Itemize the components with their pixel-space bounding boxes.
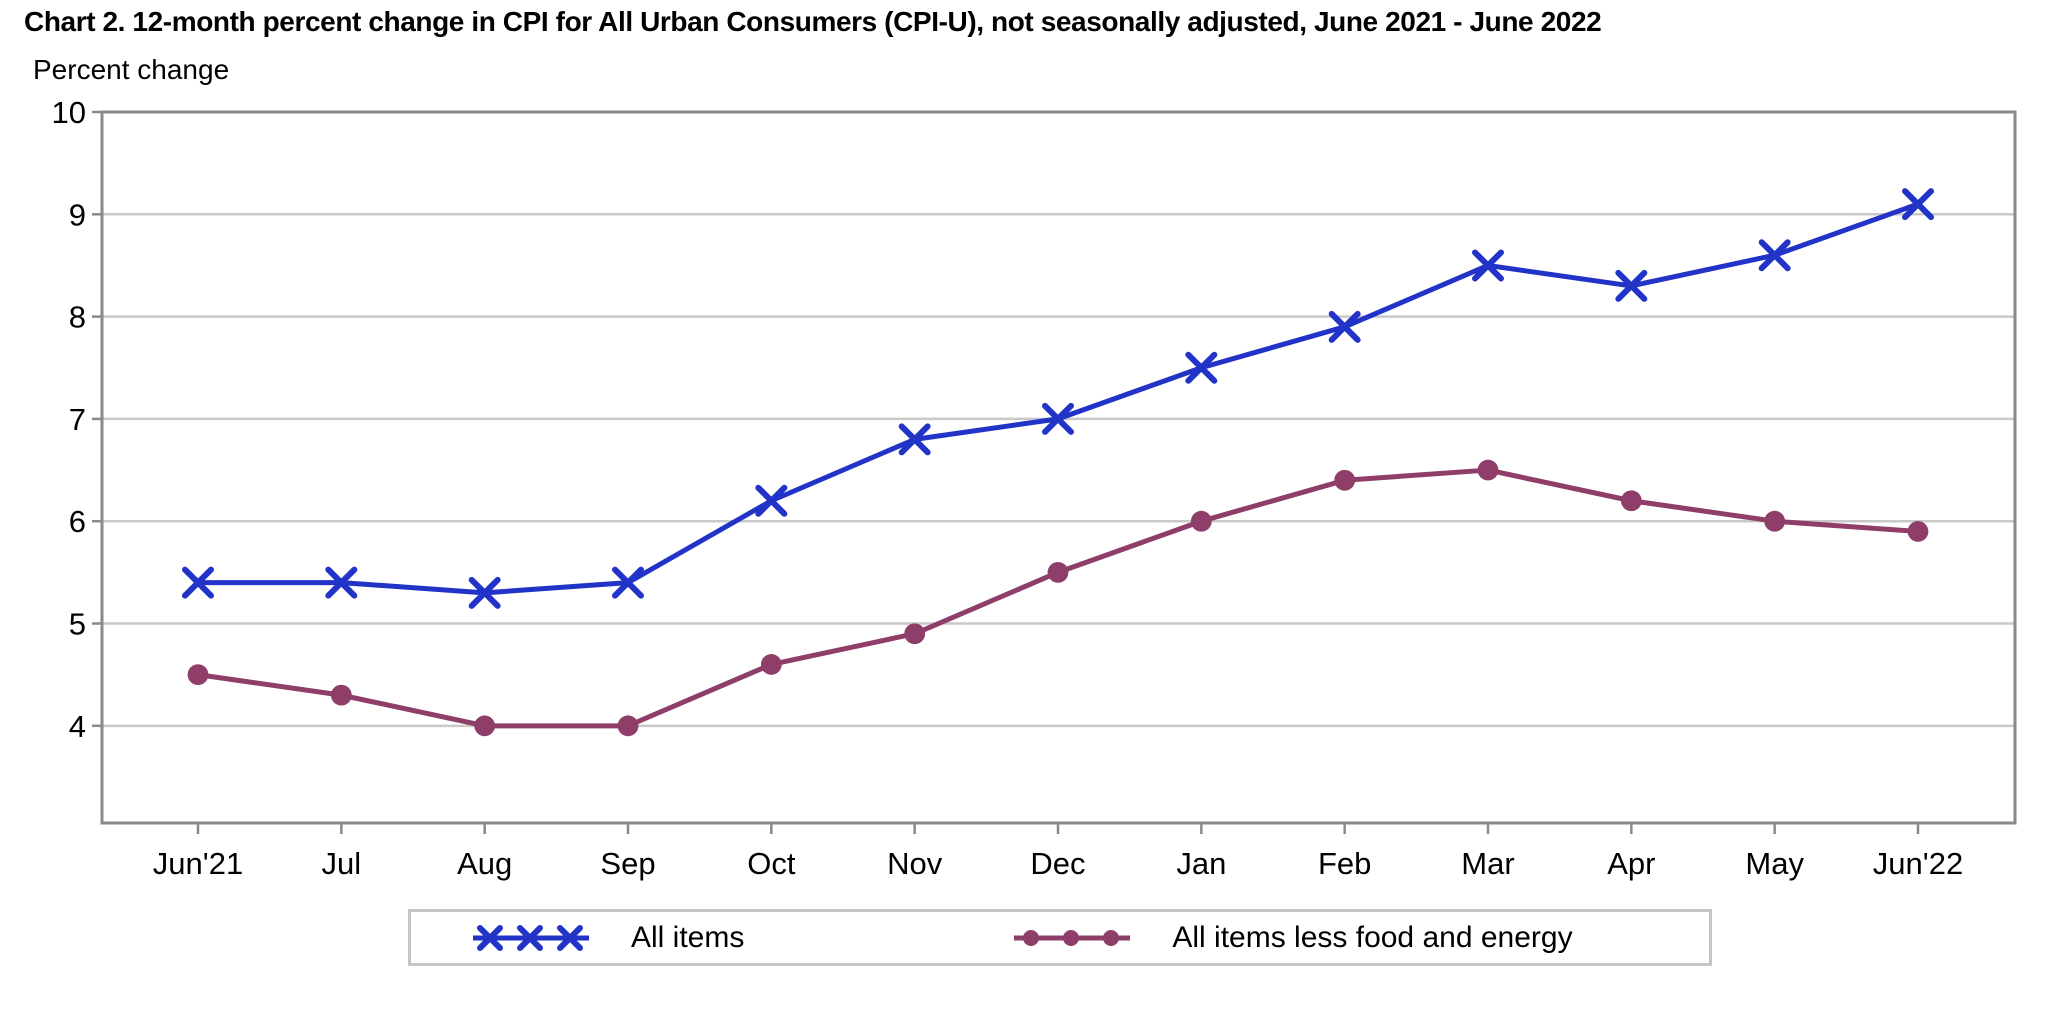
legend-sample-marker-0 (1023, 929, 1040, 946)
y-tick-label-7: 7 (69, 402, 86, 437)
series-1-marker-11 (1764, 510, 1786, 532)
legend: All items All items less food and energy (408, 909, 1712, 966)
legend-label-all-items: All items (631, 920, 745, 954)
x-tick-label-11: May (1745, 846, 1804, 881)
y-tick-label-5: 5 (69, 607, 86, 642)
x-tick-label-9: Mar (1461, 846, 1514, 881)
y-axis-unit-label: Percent change (33, 54, 230, 85)
series-1-marker-10 (1620, 490, 1642, 512)
series-line-0 (198, 201, 1919, 596)
legend-label-core: All items less food and energy (1172, 920, 1573, 954)
chart-title: Chart 2. 12-month percent change in CPI … (24, 6, 1602, 37)
series-0-marker-6 (1042, 402, 1074, 435)
legend-entry-all-items: All items (471, 916, 744, 960)
x-tick-label-1: Jul (322, 846, 362, 881)
y-tick-label-9: 9 (69, 197, 86, 232)
x-tick-label-4: Oct (747, 846, 796, 881)
legend-sample-marker-1 (517, 924, 543, 951)
series-0-marker-1 (325, 566, 358, 599)
plot-border (100, 110, 2017, 825)
series-0-marker-12 (1902, 188, 1934, 221)
all-items-line-sample (473, 924, 589, 951)
y-tick-label-10: 10 (52, 95, 86, 130)
series-0-marker-3 (612, 566, 644, 599)
x-tick-label-5: Nov (887, 846, 943, 881)
series-line-1 (197, 467, 1919, 729)
series-0-marker-11 (1758, 239, 1791, 272)
x-tick-label-10: Apr (1607, 846, 1655, 881)
legend-entry-core: All items less food and energy (1012, 916, 1573, 960)
x-tick-label-2: Aug (457, 846, 512, 881)
x-tick-label-6: Dec (1030, 846, 1085, 881)
series-0-marker-4 (755, 484, 788, 517)
x-tick-label-0: Jun'21 (153, 846, 243, 881)
x-tick-label-12: Jun'22 (1873, 846, 1963, 881)
legend-sample-marker-2 (1103, 929, 1120, 946)
legend-sample-marker-2 (557, 924, 583, 951)
core-line-sample (1014, 929, 1131, 946)
series-1-marker-12 (1907, 521, 1929, 542)
series-0-marker-5 (898, 423, 931, 456)
x-tick-label-8: Feb (1318, 846, 1371, 881)
series-0-marker-7 (1185, 351, 1218, 384)
series-0-marker-2 (468, 576, 501, 609)
series-1-marker-5 (904, 623, 926, 645)
series-0-marker-0 (182, 566, 214, 599)
series-1-marker-4 (760, 654, 782, 675)
legend-sample-marker-0 (477, 924, 503, 951)
y-tick-label-8: 8 (69, 300, 86, 335)
series-1-marker-6 (1047, 561, 1069, 583)
y-tick-label-4: 4 (69, 709, 86, 744)
series-1-marker-0 (187, 664, 209, 686)
legend-sample-marker-1 (1063, 929, 1080, 946)
series-1-marker-2 (474, 715, 496, 737)
x-tick-label-7: Jan (1176, 846, 1226, 881)
line-chart-plot-area: 4 5 6 7 8 9 10 Jun'21 Jul Aug Sep Oct Nov Dec Jan Feb Ma… (52, 95, 2017, 881)
series-1-marker-3 (617, 715, 639, 737)
y-tick-label-6: 6 (69, 504, 86, 539)
series-0-marker-8 (1328, 310, 1361, 343)
series-0-marker-9 (1472, 249, 1504, 282)
x-tick-label-3: Sep (600, 846, 655, 881)
series-1-marker-9 (1477, 459, 1499, 481)
series-1-marker-1 (330, 684, 352, 706)
series-1-marker-8 (1334, 469, 1356, 491)
series-0-marker-10 (1615, 269, 1648, 302)
series-1-marker-7 (1190, 510, 1212, 532)
